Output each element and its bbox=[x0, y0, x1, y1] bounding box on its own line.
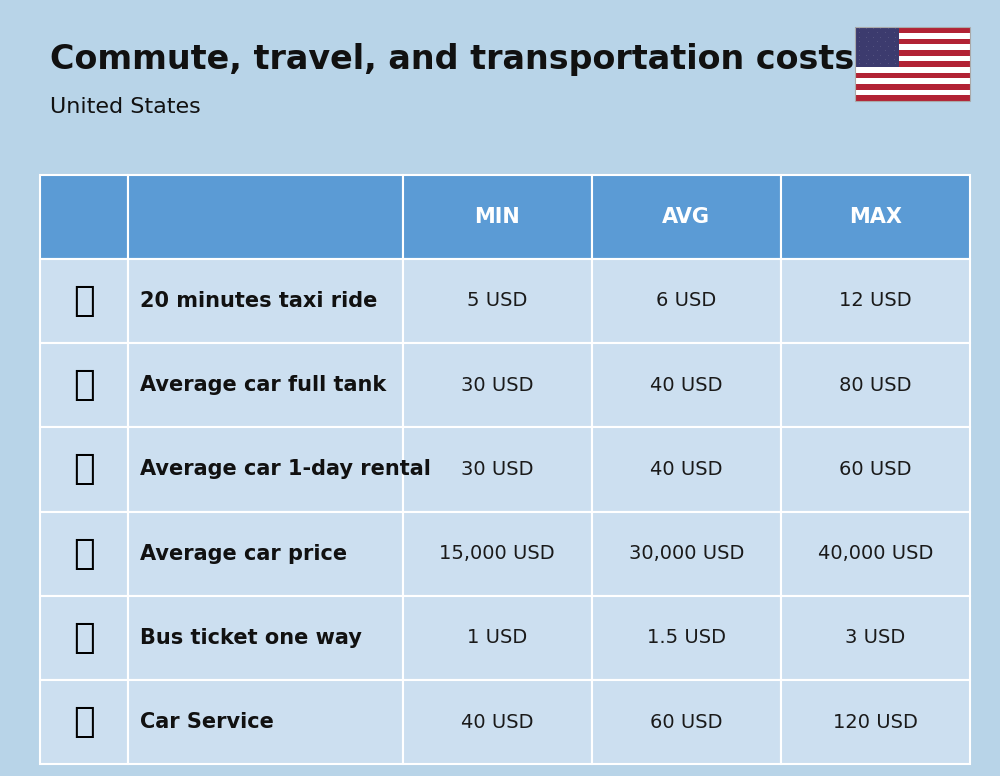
Bar bbox=[128, 175, 403, 259]
Text: 🚙: 🚙 bbox=[73, 452, 95, 487]
Bar bbox=[855, 67, 970, 72]
Text: 60 USD: 60 USD bbox=[650, 712, 723, 732]
Bar bbox=[40, 680, 128, 764]
Bar bbox=[855, 89, 970, 95]
Text: 30 USD: 30 USD bbox=[461, 460, 533, 479]
Bar bbox=[781, 428, 970, 511]
Text: 40 USD: 40 USD bbox=[650, 460, 723, 479]
Bar bbox=[403, 428, 592, 511]
Text: ⛽: ⛽ bbox=[73, 369, 95, 402]
Bar bbox=[40, 175, 128, 259]
Bar bbox=[855, 84, 970, 89]
Text: 40,000 USD: 40,000 USD bbox=[818, 544, 933, 563]
Text: 🚗: 🚗 bbox=[73, 537, 95, 570]
Bar bbox=[403, 259, 592, 343]
Text: 1.5 USD: 1.5 USD bbox=[647, 629, 726, 647]
Bar bbox=[781, 175, 970, 259]
Bar bbox=[855, 27, 970, 33]
Bar bbox=[855, 61, 970, 67]
Bar bbox=[403, 680, 592, 764]
Bar bbox=[781, 596, 970, 680]
Text: 🚌: 🚌 bbox=[73, 621, 95, 655]
Text: 40 USD: 40 USD bbox=[650, 376, 723, 395]
Bar bbox=[855, 27, 970, 101]
Text: 5 USD: 5 USD bbox=[467, 292, 527, 310]
Bar bbox=[592, 596, 781, 680]
Text: 20 minutes taxi ride: 20 minutes taxi ride bbox=[140, 291, 378, 311]
Bar bbox=[403, 511, 592, 596]
Text: 120 USD: 120 USD bbox=[833, 712, 918, 732]
Bar bbox=[40, 259, 128, 343]
Bar bbox=[855, 56, 970, 61]
Text: 6 USD: 6 USD bbox=[656, 292, 716, 310]
Bar bbox=[128, 259, 403, 343]
Bar bbox=[781, 511, 970, 596]
Bar bbox=[592, 259, 781, 343]
Bar bbox=[128, 680, 403, 764]
Text: 15,000 USD: 15,000 USD bbox=[439, 544, 555, 563]
Bar bbox=[855, 27, 899, 67]
Bar bbox=[40, 511, 128, 596]
Text: 80 USD: 80 USD bbox=[839, 376, 912, 395]
Bar bbox=[781, 343, 970, 428]
Text: 30 USD: 30 USD bbox=[461, 376, 533, 395]
Text: 12 USD: 12 USD bbox=[839, 292, 912, 310]
Bar bbox=[855, 78, 970, 84]
Text: 60 USD: 60 USD bbox=[839, 460, 912, 479]
Bar bbox=[40, 428, 128, 511]
Text: 🚕: 🚕 bbox=[73, 284, 95, 318]
Text: 🚗: 🚗 bbox=[73, 705, 95, 740]
Bar bbox=[855, 33, 970, 39]
Text: AVG: AVG bbox=[662, 206, 710, 227]
Text: Average car 1-day rental: Average car 1-day rental bbox=[140, 459, 431, 480]
Text: 1 USD: 1 USD bbox=[467, 629, 527, 647]
Bar bbox=[855, 39, 970, 44]
Bar bbox=[592, 428, 781, 511]
Text: MIN: MIN bbox=[474, 206, 520, 227]
Text: MAX: MAX bbox=[849, 206, 902, 227]
Bar bbox=[855, 72, 970, 78]
Text: Average car full tank: Average car full tank bbox=[140, 376, 387, 395]
Bar bbox=[128, 428, 403, 511]
Bar bbox=[40, 343, 128, 428]
Text: Bus ticket one way: Bus ticket one way bbox=[140, 628, 362, 648]
Bar bbox=[128, 596, 403, 680]
Bar bbox=[128, 343, 403, 428]
Bar bbox=[592, 511, 781, 596]
Bar bbox=[781, 259, 970, 343]
Text: United States: United States bbox=[50, 97, 201, 117]
Text: 30,000 USD: 30,000 USD bbox=[629, 544, 744, 563]
Bar bbox=[592, 680, 781, 764]
Bar bbox=[592, 175, 781, 259]
Bar bbox=[403, 343, 592, 428]
Bar bbox=[592, 343, 781, 428]
Text: Commute, travel, and transportation costs: Commute, travel, and transportation cost… bbox=[50, 43, 854, 76]
Bar bbox=[855, 95, 970, 101]
Bar bbox=[403, 596, 592, 680]
Bar bbox=[40, 596, 128, 680]
Bar bbox=[855, 50, 970, 56]
Bar bbox=[855, 44, 970, 50]
Text: Average car price: Average car price bbox=[140, 544, 347, 563]
Bar bbox=[128, 511, 403, 596]
Text: Car Service: Car Service bbox=[140, 712, 274, 733]
Text: 40 USD: 40 USD bbox=[461, 712, 533, 732]
Bar bbox=[403, 175, 592, 259]
Bar bbox=[781, 680, 970, 764]
Text: 3 USD: 3 USD bbox=[845, 629, 906, 647]
